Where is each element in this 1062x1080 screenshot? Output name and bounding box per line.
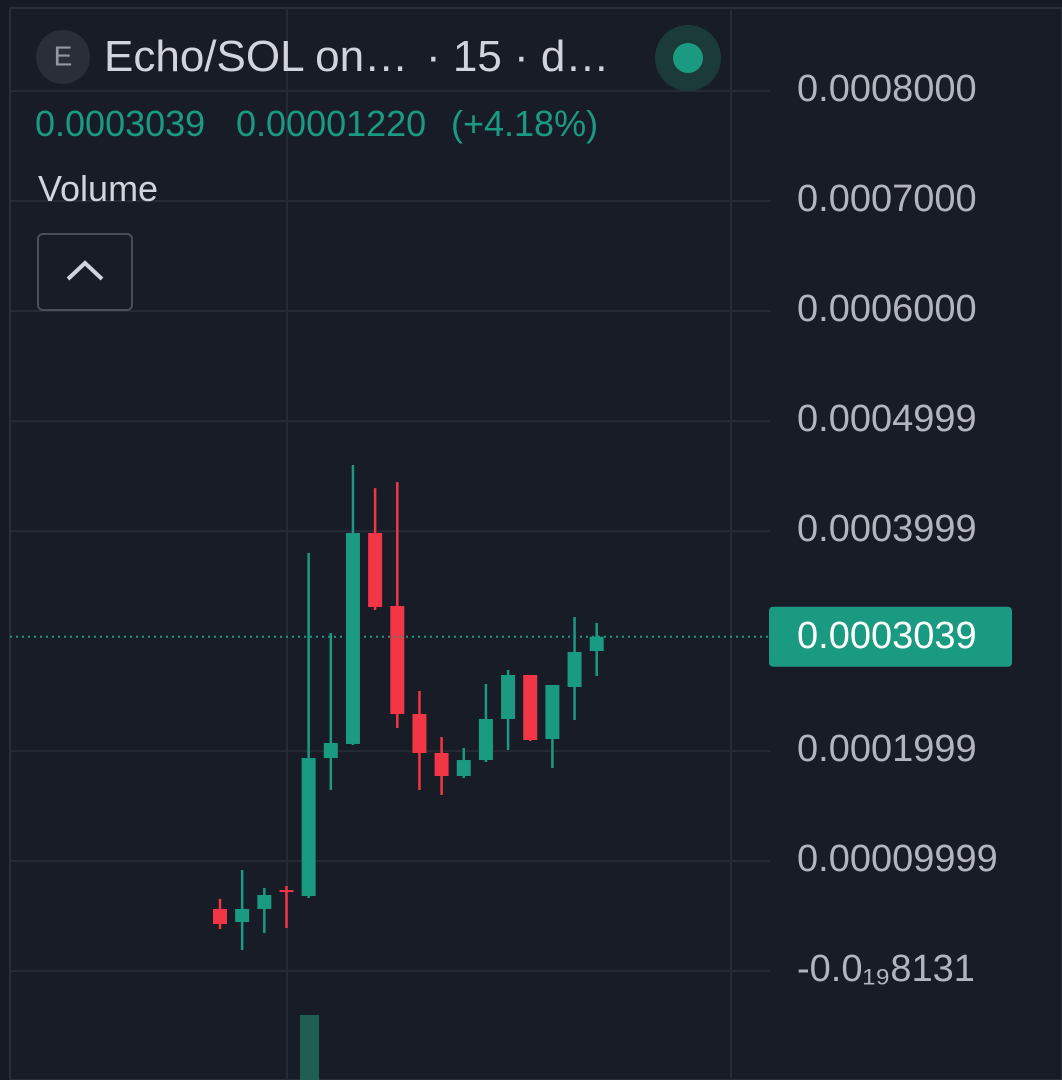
candle-body (478, 719, 493, 761)
last-price-badge (769, 606, 1012, 667)
candle-body (589, 636, 604, 652)
candle-body (567, 652, 582, 687)
volume-bar (300, 1015, 319, 1080)
candle-body (523, 675, 538, 741)
candle-body (434, 752, 449, 776)
candles (213, 465, 604, 950)
y-tick-label: 0.0004999 (797, 398, 977, 440)
symbol-icon (36, 30, 90, 84)
symbol-icon-letter: E (54, 40, 73, 71)
candle-body (235, 908, 250, 923)
y-tick-label: 0.0001999 (797, 728, 977, 770)
y-tick-label: -0.0₁₉8131 (797, 948, 975, 990)
candle-body (368, 533, 383, 608)
candle-body (279, 890, 294, 893)
last-price-label: 0.0003039 (797, 615, 977, 657)
candle-body (323, 742, 338, 759)
candle-body (257, 894, 272, 909)
symbol-title: Echo/SOL on… (104, 32, 409, 81)
legend-price: 0.0003039 (35, 103, 206, 144)
candle-body (501, 675, 516, 720)
chart-pane (9, 7, 1062, 1080)
candle-body (412, 714, 427, 753)
legend-change: 0.00001220 (236, 103, 427, 144)
y-tick-label: 0.0003999 (797, 508, 977, 550)
candle-body (301, 758, 316, 896)
y-tick-label: 0.0007000 (797, 178, 977, 220)
candle-body (545, 685, 560, 740)
candle-body (456, 760, 471, 776)
y-tick-label: 0.0006000 (797, 288, 977, 330)
grid (10, 90, 770, 972)
y-tick-label: 0.00009999 (797, 838, 998, 880)
candle-body (213, 908, 227, 925)
collapse-button[interactable] (37, 233, 133, 311)
candle-body (345, 533, 360, 744)
status-dot (673, 43, 703, 73)
chevron-up (66, 260, 104, 281)
y-tick-label: 0.0008000 (797, 68, 977, 110)
symbol-interval: · 15 · d… (426, 32, 610, 81)
legend-change-pct: (+4.18%) (451, 103, 599, 144)
candle-body (390, 606, 405, 715)
indicator-name: Volume (38, 168, 159, 209)
